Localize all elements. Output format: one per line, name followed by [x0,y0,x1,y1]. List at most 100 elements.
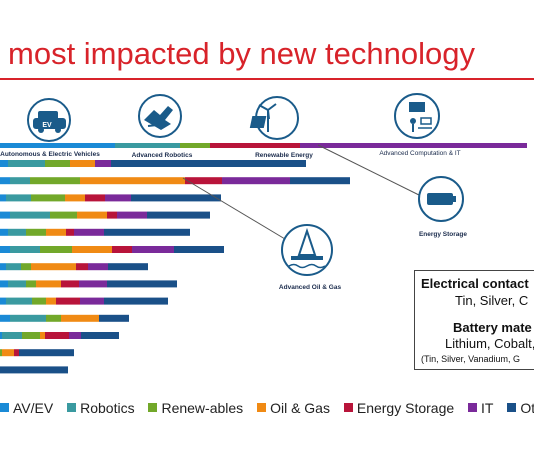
bar-segment [74,228,104,236]
bar-segment [107,280,177,288]
bar-segment [112,246,132,253]
bar-segment [80,177,185,185]
bar-segment [185,177,222,185]
bar-segment [45,160,70,167]
bar-segment [222,177,290,185]
callout-heading-electrical: Electrical contact [421,276,529,291]
legend-label: Robotics [80,400,135,416]
bar-segment [2,332,22,339]
bar-segment [77,211,107,219]
ev-badge-text: EV [42,122,52,129]
bar-segment [70,160,95,167]
oil-rig-icon [281,224,333,276]
bar-segment [0,177,10,185]
bar-segment [0,349,2,357]
bar-segment [26,280,36,288]
callout-battery-materials: Lithium, Cobalt, [445,336,534,351]
bar-segment [0,263,6,271]
bar-segment [6,297,32,305]
chart-legend: AV/EV Robotics Renew-ables Oil & Gas Ene… [0,400,534,420]
legend-label: AV/EV [13,400,54,416]
bar-segment [95,160,111,167]
icon-label-energy-storage: Energy Storage [419,231,467,238]
bar-segment [22,332,40,339]
battery-icon [418,176,464,222]
bar-segment [147,211,210,219]
bar-segment [81,332,119,339]
oil-gas-connector [182,177,301,249]
bar-segment [0,160,8,167]
bar-segment [88,263,108,271]
legend-item-oil-gas: Oil & Gas [257,400,330,416]
legend-swatch [343,403,353,412]
bar-segment [10,177,30,185]
bar-segment [300,143,527,148]
bar-segment [0,143,115,148]
legend-label: Oil & Gas [270,400,330,416]
bar-segment [115,143,180,148]
bar-segment [210,143,300,148]
bar-segment [174,246,224,253]
legend-swatch [148,403,158,412]
bar-segment [46,314,61,322]
legend-item-energy-storage: Energy Storage [343,400,454,416]
bar-segment [46,228,66,236]
icon-label-computation: Advanced Computation & IT [379,150,460,157]
legend-item-it: IT [468,400,494,416]
bar-segment [61,280,79,288]
robot-hand-icon [138,94,182,138]
callout-heading-battery: Battery mate [453,320,532,335]
icon-label-robotics: Advanced Robotics [132,152,193,159]
bar-segment [69,332,81,339]
bar-segment [46,297,56,305]
bar-segment [65,194,85,202]
bar-segment [105,194,131,202]
bar-segment [31,263,76,271]
legend-item-robotics: Robotics [67,400,135,416]
bar-segment [14,349,19,357]
bar-segment [8,228,26,236]
storage-connector [317,144,426,199]
legend-label: IT [481,400,494,416]
bar-segment [290,177,350,185]
bar-segment [99,314,129,322]
icon-label-oil-gas: Advanced Oil & Gas [279,284,342,291]
bar-segment [10,246,40,253]
bar-segment [31,194,65,202]
computation-icon [394,93,440,139]
legend-label: Renew-ables [161,400,244,416]
bar-segment [104,228,190,236]
bar-segment [180,143,210,148]
bar-segment [79,280,107,288]
bar-segment [45,332,69,339]
bar-segment [0,211,10,219]
legend-label: Other [520,400,534,416]
ev-car-icon: EV [27,98,71,142]
legend-item-renewables: Renew-ables [148,400,243,416]
bar-segment [131,194,221,202]
bar-segment [66,228,74,236]
bar-segment [36,280,61,288]
connector-lines [182,144,426,249]
bar-segment [2,349,14,357]
bar-segment [104,297,168,305]
bar-segment [19,349,74,357]
wind-solar-icon [249,96,299,140]
bar-segment [32,297,46,305]
legend-swatch [67,403,77,412]
bar-segment [6,194,31,202]
bar-segment [61,314,99,322]
bar-segment [76,263,88,271]
bar-segment [56,297,80,305]
bar-segment [85,194,105,202]
callout-box: Electrical contact Tin, Silver, C Batter… [414,270,534,370]
bar-segment [0,314,10,322]
bar-segment [30,177,80,185]
bar-segment [0,194,6,202]
legend-item-other: Other [507,400,534,416]
bar-segment [107,211,117,219]
bar-segment [10,314,46,322]
bar-segment [0,297,6,305]
bar-segment [72,246,112,253]
bar-segment [50,211,77,219]
